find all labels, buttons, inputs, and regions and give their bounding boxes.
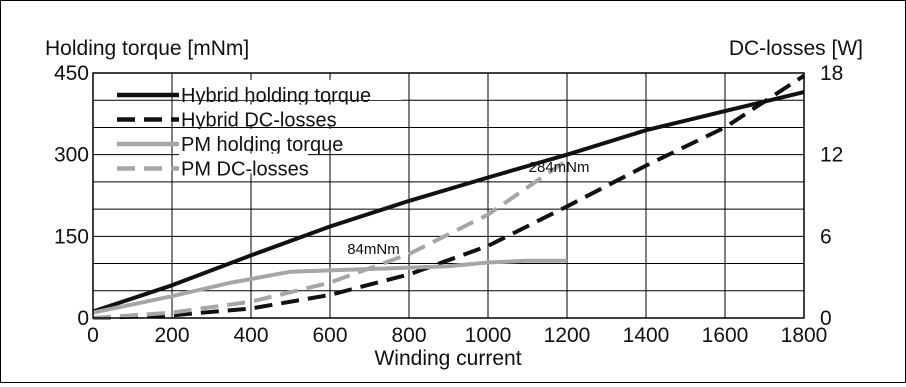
series-layer [92, 74, 806, 320]
x-axis-title: Winding current [374, 347, 521, 370]
y-right-tick-label: 12 [820, 144, 843, 167]
x-tick-label: 1000 [465, 324, 512, 347]
y-axis-right-title: DC-losses [W] [729, 37, 863, 60]
x-tick-label: 400 [233, 324, 268, 347]
y-axis-left-title: Holding torque [mNm] [45, 37, 249, 60]
y-right-tick-label: 18 [820, 62, 843, 85]
legend-label: PM DC-losses [181, 159, 309, 181]
x-tick-label: 1400 [623, 324, 670, 347]
legend-label-background [179, 129, 360, 149]
plot-area [92, 72, 805, 319]
legend-label: PM holding torque [181, 134, 343, 156]
series-line-hybrid-holding-torque [92, 90, 805, 314]
x-tick-label: 200 [154, 324, 189, 347]
x-tick-label: 1600 [702, 324, 749, 347]
legend-label-background [179, 153, 308, 174]
annotations: 84mNm 284mNm [347, 159, 589, 258]
y-left-tick-label: 150 [54, 225, 89, 248]
tick-labels: 0 200 400 600 800 1000 1200 1400 1600 18000150300… [54, 62, 843, 347]
x-tick-label: 0 [87, 324, 99, 347]
y-left-tick-label: 450 [54, 62, 89, 85]
y-left-tick-label: 300 [54, 144, 89, 167]
legend-label-background [179, 104, 350, 125]
y-right-tick-label: 6 [820, 225, 832, 248]
x-tick-label: 800 [391, 324, 426, 347]
series-line-pm-dc-losses [92, 158, 569, 320]
y-right-tick-label: 0 [820, 307, 832, 330]
y-left-tick-label: 0 [77, 307, 89, 330]
legend-label: Hybrid holding torque [181, 85, 371, 107]
x-tick-label: 600 [312, 324, 347, 347]
x-tick-label: 1800 [781, 324, 828, 347]
annotation-label: 284mNm [529, 159, 590, 176]
annotation-label: 84mNm [347, 241, 400, 258]
legend-label: Hybrid DC-losses [181, 110, 337, 132]
series-line-hybrid-dc-losses [92, 74, 806, 320]
legend-label-background [179, 80, 402, 100]
x-tick-label: 1200 [544, 324, 591, 347]
